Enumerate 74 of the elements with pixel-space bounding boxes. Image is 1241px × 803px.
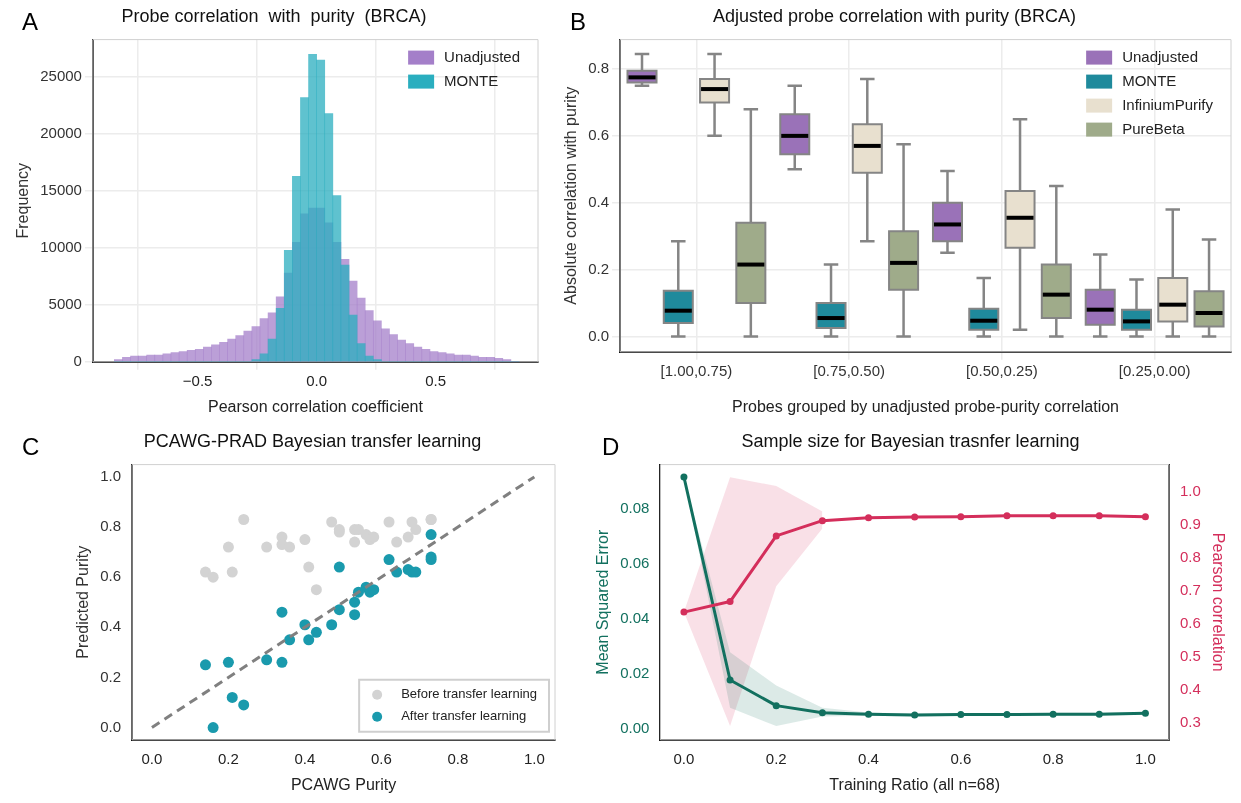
y2-axis-title: Pearson correlation xyxy=(1209,532,1227,672)
y-tick-label: 1.0 xyxy=(100,467,122,485)
x-tick-label: 0.0 xyxy=(673,749,695,767)
text: D xyxy=(602,433,620,461)
y2-tick-label: 1.0 xyxy=(1179,481,1201,499)
x-axis-title: PCAWG Purity xyxy=(290,775,397,793)
legend-label: InfiniumPurify xyxy=(1122,95,1214,113)
x-tick-label: 0.6 xyxy=(950,749,972,767)
y-tick-label: 0.4 xyxy=(100,617,122,635)
x-axis-title: Training Ratio (all n=68) xyxy=(829,775,1000,793)
y-tick-label: 0.6 xyxy=(100,567,122,585)
x-tick-label: −0.5 xyxy=(182,371,213,389)
chart-title: Sample size for Bayesian trasnfer learning xyxy=(741,430,1080,451)
y-tick-label: 0.08 xyxy=(620,498,650,516)
x-axis-title: Pearson correlation coefficient xyxy=(207,397,424,415)
legend-label: After transfer learning xyxy=(401,708,527,724)
y-axis-title: Predicted Purity xyxy=(74,545,92,659)
y-tick-label: 0.2 xyxy=(100,667,122,685)
legend-label: Unadjusted xyxy=(1122,47,1199,65)
x-axis-title: Probes grouped by unadjusted probe-purity correlation xyxy=(732,397,1119,415)
y-tick-label: 10000 xyxy=(40,238,82,256)
legend-label: Before transfer learning xyxy=(401,686,538,702)
y-tick-label: 0.8 xyxy=(588,59,610,77)
y-axis-title: Frequency xyxy=(14,162,32,239)
y-tick-label: 5000 xyxy=(48,295,82,313)
x-tick-label: 0.8 xyxy=(447,749,469,767)
x-tick-label: 0.6 xyxy=(370,749,392,767)
text: B xyxy=(570,8,587,36)
y2-tick-label: 0.3 xyxy=(1179,712,1201,730)
y-tick-label: 20000 xyxy=(40,124,82,142)
x-tick-label: 0.4 xyxy=(858,749,879,767)
chart-title: Probe correlation with purity (BRCA) xyxy=(121,5,427,26)
x-tick-label: 0.0 xyxy=(306,371,328,389)
x-tick-label: 0.2 xyxy=(217,749,239,767)
y2-tick-label: 0.5 xyxy=(1179,646,1201,664)
chart-title: PCAWG-PRAD Bayesian transfer learning xyxy=(143,430,482,451)
y-tick-label: 0.0 xyxy=(588,326,610,344)
y-axis-title: Mean Squared Error xyxy=(594,529,612,675)
y2-tick-label: 0.8 xyxy=(1179,547,1201,565)
legend-label: PureBeta xyxy=(1122,119,1186,137)
y2-tick-label: 0.7 xyxy=(1179,580,1201,598)
y-tick-label: 0.0 xyxy=(100,717,122,735)
y-tick-label: 0 xyxy=(73,351,82,369)
text: C xyxy=(22,433,40,461)
x-tick-label: 1.0 xyxy=(523,749,545,767)
y-tick-label: 0.4 xyxy=(588,192,610,210)
x-tick-label: 0.2 xyxy=(765,749,787,767)
y-tick-label: 0.04 xyxy=(620,609,650,627)
y2-tick-label: 0.4 xyxy=(1179,679,1201,697)
legend-label: MONTE xyxy=(444,71,499,89)
x-tick-label: 0.8 xyxy=(1042,749,1064,767)
x-tick-label: [0.50,0.25) xyxy=(966,361,1038,379)
y-tick-label: 0.2 xyxy=(588,259,610,277)
y2-tick-label: 0.9 xyxy=(1179,514,1201,532)
x-tick-label: 0.4 xyxy=(294,749,316,767)
y-tick-label: 25000 xyxy=(40,67,82,85)
y-tick-label: 0.00 xyxy=(620,719,650,737)
y-tick-label: 0.06 xyxy=(620,553,650,571)
legend-label: MONTE xyxy=(1122,71,1177,89)
x-tick-label: 0.5 xyxy=(425,371,447,389)
legend-label: Unadjusted xyxy=(444,47,520,65)
x-tick-label: 0.0 xyxy=(141,749,163,767)
x-tick-label: 1.0 xyxy=(1134,749,1156,767)
text: A xyxy=(22,8,39,36)
y2-tick-label: 0.6 xyxy=(1179,613,1201,631)
chart-title: Adjusted probe correlation with purity (BRCA) xyxy=(712,5,1077,26)
y-axis-title: Absolute correlation with purity xyxy=(562,86,580,305)
y-tick-label: 0.6 xyxy=(588,126,610,144)
y-tick-label: 0.8 xyxy=(100,517,122,535)
x-tick-label: [0.75,0.50) xyxy=(813,361,886,379)
x-tick-label: [1.00,0.75) xyxy=(660,361,733,379)
y-tick-label: 0.02 xyxy=(620,664,650,682)
y-tick-label: 15000 xyxy=(40,181,82,199)
x-tick-label: [0.25,0.00) xyxy=(1118,361,1191,379)
